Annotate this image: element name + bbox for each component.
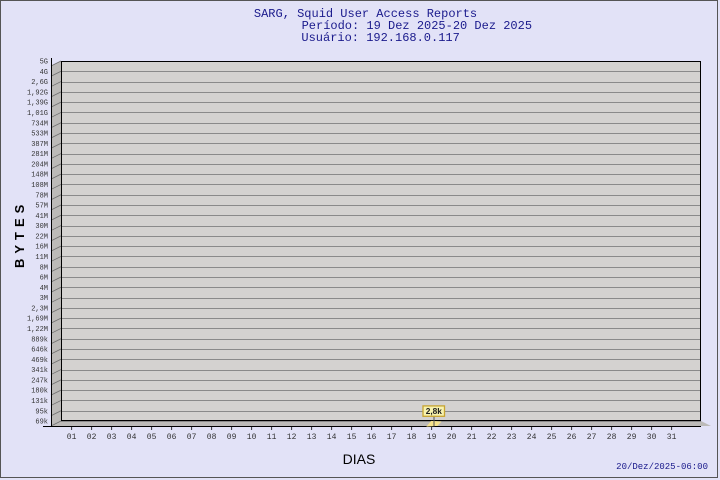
svg-text:16: 16	[367, 433, 377, 442]
svg-text:16M: 16M	[35, 244, 48, 252]
svg-text:1,69M: 1,69M	[27, 316, 48, 324]
svg-text:03: 03	[107, 433, 117, 442]
svg-text:3M: 3M	[40, 295, 48, 303]
svg-text:1,92G: 1,92G	[27, 89, 48, 97]
svg-text:4M: 4M	[40, 285, 48, 293]
svg-text:469k: 469k	[31, 357, 48, 365]
svg-text:6M: 6M	[40, 275, 48, 283]
svg-text:26: 26	[567, 433, 577, 442]
svg-text:533M: 533M	[31, 131, 48, 139]
svg-text:21: 21	[467, 433, 477, 442]
svg-text:17: 17	[387, 433, 397, 442]
svg-text:01: 01	[67, 433, 77, 442]
svg-text:5G: 5G	[40, 59, 48, 67]
svg-text:18: 18	[407, 433, 417, 442]
svg-text:30M: 30M	[35, 223, 48, 231]
svg-text:05: 05	[147, 433, 157, 442]
svg-text:41M: 41M	[35, 213, 48, 221]
svg-text:06: 06	[167, 433, 177, 442]
svg-text:27: 27	[587, 433, 597, 442]
svg-text:23: 23	[507, 433, 517, 442]
svg-text:646k: 646k	[31, 347, 48, 355]
svg-text:22: 22	[487, 433, 497, 442]
svg-text:4G: 4G	[40, 69, 48, 77]
svg-text:28: 28	[607, 433, 617, 442]
svg-text:78M: 78M	[35, 192, 48, 200]
svg-text:1,01G: 1,01G	[27, 110, 48, 118]
svg-text:889k: 889k	[31, 336, 48, 344]
svg-text:2,3M: 2,3M	[31, 305, 48, 313]
svg-text:95k: 95k	[35, 408, 48, 416]
svg-text:108M: 108M	[31, 182, 48, 190]
svg-text:24: 24	[527, 433, 537, 442]
svg-text:12: 12	[287, 433, 297, 442]
svg-text:11: 11	[267, 433, 277, 442]
svg-text:281M: 281M	[31, 151, 48, 159]
svg-text:31: 31	[667, 433, 677, 442]
svg-text:07: 07	[187, 433, 197, 442]
svg-text:387M: 387M	[31, 141, 48, 149]
svg-text:04: 04	[127, 433, 137, 442]
svg-text:2,8k: 2,8k	[426, 406, 443, 416]
svg-text:734M: 734M	[31, 120, 48, 128]
svg-text:22M: 22M	[35, 233, 48, 241]
svg-text:148M: 148M	[31, 172, 48, 180]
svg-text:19: 19	[427, 433, 437, 442]
svg-text:10: 10	[247, 433, 257, 442]
svg-text:14: 14	[327, 433, 337, 442]
svg-text:204M: 204M	[31, 161, 48, 169]
svg-text:1,39G: 1,39G	[27, 100, 48, 108]
svg-text:57M: 57M	[35, 203, 48, 211]
svg-text:2,6G: 2,6G	[31, 79, 48, 87]
svg-text:8M: 8M	[40, 264, 48, 272]
svg-text:131k: 131k	[31, 398, 48, 406]
svg-text:25: 25	[547, 433, 557, 442]
svg-text:1,22M: 1,22M	[27, 326, 48, 334]
svg-text:20: 20	[447, 433, 457, 442]
svg-text:29: 29	[627, 433, 637, 442]
svg-text:69k: 69k	[35, 419, 48, 427]
svg-text:247k: 247k	[31, 377, 48, 385]
svg-text:180k: 180k	[31, 388, 48, 396]
svg-text:15: 15	[347, 433, 357, 442]
svg-text:13: 13	[307, 433, 317, 442]
svg-text:11M: 11M	[35, 254, 48, 262]
svg-text:09: 09	[227, 433, 237, 442]
svg-text:341k: 341k	[31, 367, 48, 375]
svg-text:02: 02	[87, 433, 97, 442]
svg-text:30: 30	[647, 433, 657, 442]
svg-text:08: 08	[207, 433, 217, 442]
